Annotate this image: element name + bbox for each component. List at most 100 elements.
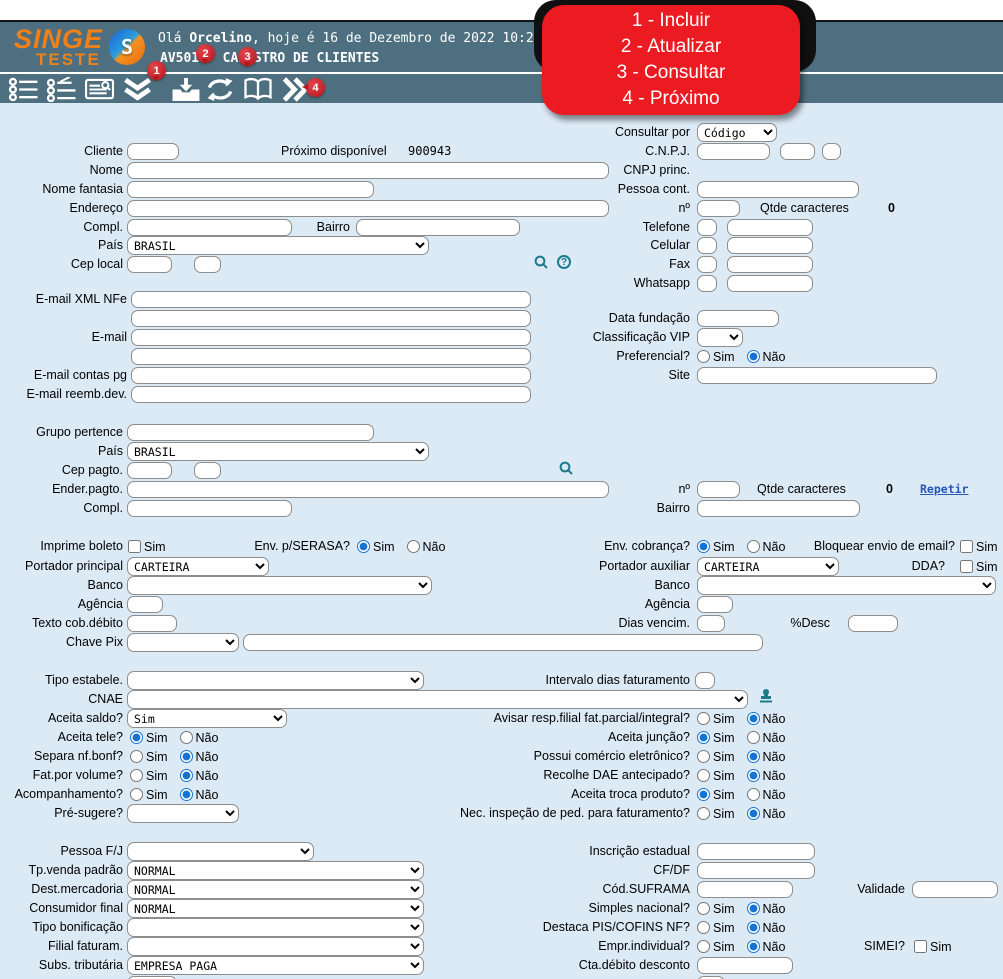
acompanhamento-nao-radio[interactable] (179, 788, 193, 801)
portador-principal-select[interactable]: CARTEIRA (127, 557, 269, 576)
telefone-input[interactable] (727, 219, 813, 236)
bairro-pagto-input[interactable] (697, 500, 860, 517)
dest-mercadoria-select[interactable]: NORMAL (127, 880, 424, 899)
nome-input[interactable] (127, 162, 609, 179)
tp-venda-select[interactable]: NORMAL (127, 861, 424, 880)
celular-input[interactable] (727, 237, 813, 254)
endereco-input[interactable] (127, 200, 609, 217)
env-serasa-sim-radio[interactable] (357, 540, 370, 553)
empr-individual-nao-radio[interactable] (746, 940, 760, 953)
preferencial-sim-radio[interactable] (697, 350, 710, 363)
inscricao-estadual-input[interactable] (697, 843, 815, 860)
destaca-pis-sim-radio[interactable] (697, 921, 710, 934)
aceita-juncao-nao-radio[interactable] (746, 731, 760, 744)
perc-desc-input[interactable] (848, 615, 898, 632)
email-contas-pg-input[interactable] (131, 367, 531, 384)
dda-checkbox[interactable] (960, 560, 973, 573)
cep-pagto-input-1[interactable] (127, 462, 172, 479)
env-cobranca-nao-radio[interactable] (746, 540, 760, 553)
list-icon[interactable] (8, 77, 40, 102)
aceita-juncao-sim-radio[interactable] (697, 731, 710, 744)
cta-debito-input[interactable] (697, 957, 793, 974)
refresh-icon[interactable] (204, 77, 236, 102)
cnpj-input-1[interactable] (697, 143, 770, 160)
tipo-estabele-select[interactable] (127, 671, 424, 690)
fat-volume-nao-radio[interactable] (179, 769, 193, 782)
validade-input[interactable] (912, 881, 998, 898)
cnpj-input-3[interactable] (822, 143, 841, 160)
cep-local-input-1[interactable] (127, 256, 172, 273)
cep-pagto-search-icon[interactable] (558, 460, 574, 476)
agencia-auxiliar-input[interactable] (697, 596, 733, 613)
avisar-resp-nao-radio[interactable] (746, 712, 760, 725)
portador-auxiliar-select[interactable]: CARTEIRA (697, 557, 839, 576)
simei-checkbox[interactable] (914, 940, 927, 953)
celular-ddd-input[interactable] (697, 237, 717, 254)
telefone-ddd-input[interactable] (697, 219, 717, 236)
subs-tributaria-select[interactable]: EMPRESA PAGA (127, 956, 424, 975)
avisar-resp-sim-radio[interactable] (697, 712, 710, 725)
email-xml-nfe-input-2[interactable] (131, 310, 531, 327)
imprime-boleto-checkbox[interactable] (128, 540, 141, 553)
cep-local-input-2[interactable] (194, 256, 221, 273)
dias-vencim-input[interactable] (697, 615, 725, 632)
double-chevron-down-icon[interactable] (122, 77, 154, 102)
filial-faturam-select[interactable] (127, 937, 424, 956)
tipo-bonificacao-select[interactable] (127, 918, 424, 937)
consumidor-final-select[interactable]: NORMAL (127, 899, 424, 918)
numero-pagto-input[interactable] (697, 481, 740, 498)
possui-comercio-nao-radio[interactable] (746, 750, 760, 763)
env-serasa-nao-radio[interactable] (406, 540, 420, 553)
cod-suframa-input[interactable] (697, 881, 793, 898)
aceita-saldo-select[interactable]: Sim (127, 709, 287, 728)
email-xml-nfe-input-1[interactable] (131, 291, 531, 308)
cep-help-icon[interactable]: ? (557, 255, 571, 269)
cliente-input[interactable] (127, 143, 179, 160)
pre-sugere-select[interactable] (127, 804, 239, 823)
separa-nf-sim-radio[interactable] (130, 750, 143, 763)
empr-individual-sim-radio[interactable] (697, 940, 710, 953)
nec-inspecao-sim-radio[interactable] (697, 807, 710, 820)
compl-pagto-input[interactable] (127, 500, 292, 517)
separa-nf-nao-radio[interactable] (179, 750, 193, 763)
recolhe-dae-sim-radio[interactable] (697, 769, 710, 782)
site-input[interactable] (697, 367, 937, 384)
grupo-pertence-input[interactable] (127, 424, 374, 441)
email-input-1[interactable] (131, 329, 531, 346)
intervalo-dias-input[interactable] (695, 672, 715, 689)
email-input-2[interactable] (131, 348, 531, 365)
chave-pix-input[interactable] (243, 634, 763, 651)
nec-inspecao-nao-radio[interactable] (746, 807, 760, 820)
pais-pagto-select[interactable]: BRASIL (127, 442, 429, 461)
aceita-troca-nao-radio[interactable] (746, 788, 760, 801)
possui-comercio-sim-radio[interactable] (697, 750, 710, 763)
cnae-stamp-icon[interactable] (758, 688, 774, 704)
save-icon[interactable] (170, 77, 202, 102)
aceita-tele-sim-radio[interactable] (130, 731, 143, 744)
simples-nacional-nao-radio[interactable] (746, 902, 760, 915)
destaca-pis-nao-radio[interactable] (746, 921, 760, 934)
agencia-input[interactable] (127, 596, 163, 613)
preferencial-nao-radio[interactable] (746, 350, 760, 363)
cep-search-icon[interactable] (533, 254, 549, 270)
cep-pagto-input-2[interactable] (194, 462, 221, 479)
fax-input[interactable] (727, 256, 813, 273)
fat-volume-sim-radio[interactable] (130, 769, 143, 782)
aceita-tele-nao-radio[interactable] (179, 731, 193, 744)
pessoa-cont-input[interactable] (697, 181, 859, 198)
email-reemb-dev-input[interactable] (131, 386, 531, 403)
open-book-icon[interactable] (242, 77, 274, 102)
whatsapp-ddd-input[interactable] (697, 275, 717, 292)
aceita-troca-sim-radio[interactable] (697, 788, 710, 801)
numero-input[interactable] (697, 200, 740, 217)
classificacao-vip-select[interactable] (697, 328, 743, 347)
texto-cob-debito-input[interactable] (127, 615, 177, 632)
cnae-select[interactable] (127, 690, 748, 709)
chave-pix-tipo-select[interactable] (127, 633, 239, 652)
checklist-icon[interactable] (46, 76, 78, 103)
bairro-input[interactable] (356, 219, 520, 236)
compl-input[interactable] (127, 219, 292, 236)
fax-ddd-input[interactable] (697, 256, 717, 273)
pessoa-fj-select[interactable] (127, 842, 314, 861)
data-fundacao-input[interactable] (697, 310, 779, 327)
